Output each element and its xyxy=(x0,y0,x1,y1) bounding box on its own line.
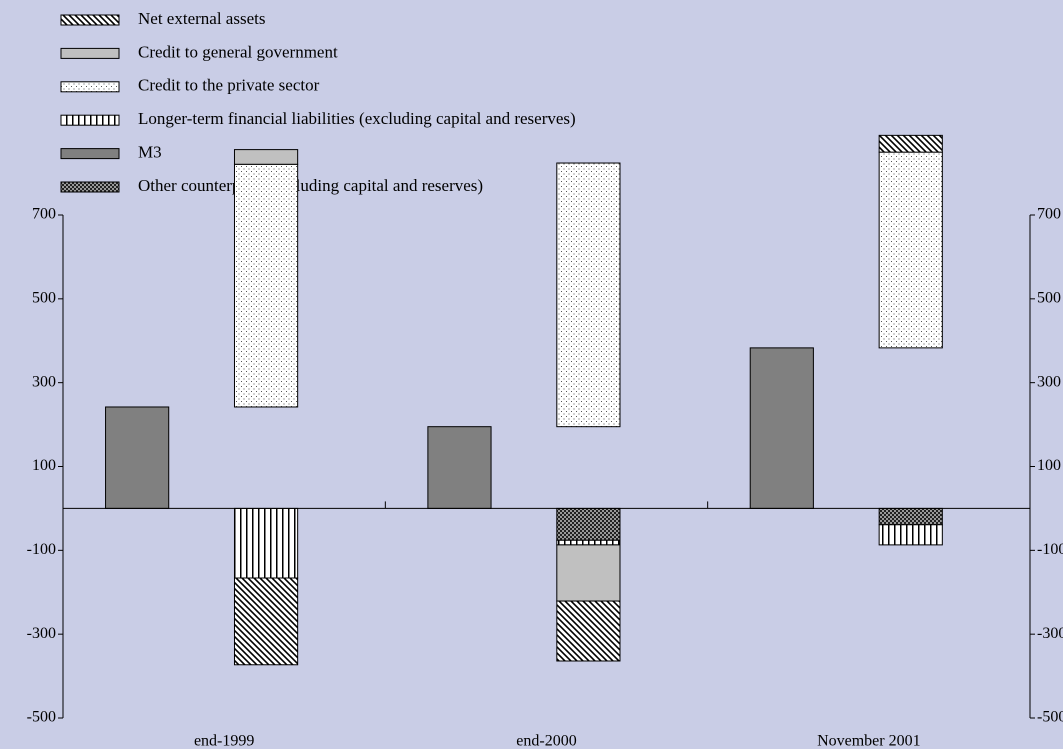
bar-segment xyxy=(556,507,621,541)
y2-tick-label: -300 xyxy=(1037,625,1063,642)
legend-label: Net external assets xyxy=(138,9,265,28)
bar-segment xyxy=(878,507,943,526)
bar-segment xyxy=(749,347,814,509)
legend-swatch xyxy=(60,114,120,126)
y2-tick-label: 700 xyxy=(1037,206,1061,223)
y-tick-label: -500 xyxy=(27,709,56,726)
legend-swatch xyxy=(60,14,120,26)
legend-label: Credit to the private sector xyxy=(138,76,320,95)
y-tick-label: -100 xyxy=(27,541,56,558)
y-tick-label: 700 xyxy=(32,206,56,223)
bar-segment xyxy=(878,524,943,546)
y-tick-label: 300 xyxy=(32,373,56,390)
bar-segment xyxy=(556,544,621,602)
legend-label: Longer-term financial liabilities (exclu… xyxy=(138,109,576,128)
bar-segment xyxy=(556,162,621,428)
y2-tick-label: -100 xyxy=(1037,541,1063,558)
bar-segment xyxy=(427,426,492,509)
bar-segment xyxy=(105,406,170,509)
legend-label: Credit to general government xyxy=(138,42,338,61)
y-tick-label: 500 xyxy=(32,290,56,307)
y2-tick-label: -500 xyxy=(1037,709,1063,726)
x-tick-label: end-2000 xyxy=(516,733,576,749)
bar-segment xyxy=(233,507,299,579)
y-tick-label: 100 xyxy=(32,457,56,474)
y2-tick-label: 500 xyxy=(1037,290,1061,307)
y2-tick-label: 100 xyxy=(1037,457,1061,474)
legend-label: M3 xyxy=(138,143,162,162)
legend-swatch xyxy=(60,148,120,160)
legend-label: Other counterparts (including capital an… xyxy=(138,176,483,195)
x-tick-label: end-1999 xyxy=(194,733,254,749)
y-tick-label: -300 xyxy=(27,625,56,642)
bar-segment xyxy=(878,134,943,153)
bar-segment xyxy=(556,539,621,546)
bar-segment xyxy=(233,149,299,165)
legend-swatch xyxy=(60,47,120,59)
bar-segment xyxy=(878,151,943,349)
legend-swatch xyxy=(60,81,120,93)
bar-segment xyxy=(233,163,299,408)
bar-segment xyxy=(233,577,299,666)
y2-tick-label: 300 xyxy=(1037,373,1061,390)
legend-swatch xyxy=(60,181,120,193)
bar-segment xyxy=(556,600,621,662)
x-tick-label: November 2001 xyxy=(817,733,921,749)
